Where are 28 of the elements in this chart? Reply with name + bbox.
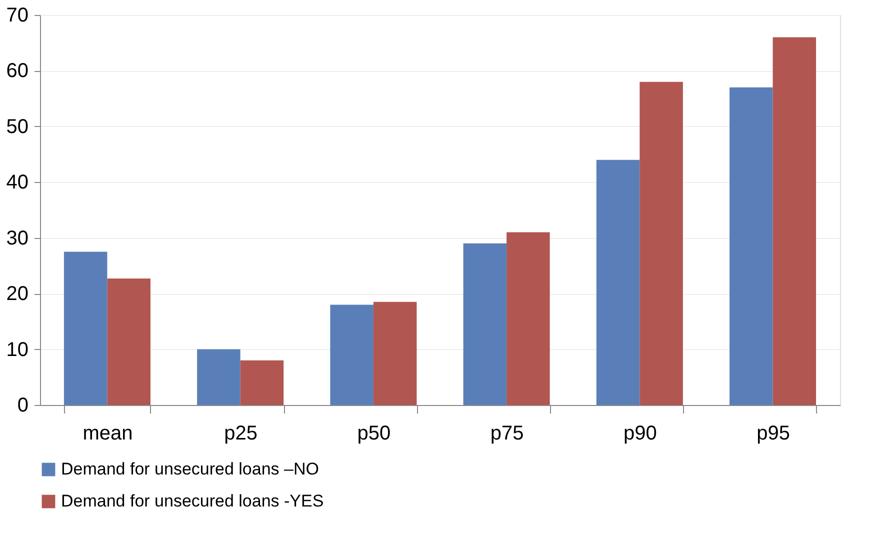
bar [730, 87, 773, 405]
x-tick-label: p75 [490, 422, 524, 444]
bar [640, 82, 683, 405]
bar [772, 37, 816, 405]
y-tick-label: 10 [6, 338, 28, 361]
bar [64, 252, 108, 405]
y-tick-label: 0 [17, 394, 28, 416]
y-tick-label: 20 [6, 283, 28, 306]
bar [240, 360, 284, 405]
y-tick-label: 40 [6, 172, 28, 194]
y-tick-label: 50 [6, 116, 28, 138]
bar [330, 304, 374, 405]
y-tick-label: 70 [6, 4, 28, 26]
bar [596, 160, 640, 405]
x-tick-label: p25 [224, 422, 258, 444]
legend-label: Demand for unsecured loans -YES [61, 492, 324, 510]
bar [197, 349, 240, 405]
x-tick-label: mean [82, 422, 133, 444]
bar [107, 278, 150, 405]
x-tick-label: p95 [756, 422, 790, 444]
bar [463, 243, 507, 405]
y-tick-label: 30 [6, 227, 28, 250]
x-tick-label: p50 [357, 422, 391, 444]
x-tick-label: p90 [623, 422, 657, 444]
y-tick-label: 60 [6, 60, 28, 82]
bar [506, 232, 550, 405]
bar [373, 302, 417, 405]
legend-label: Demand for unsecured loans –NO [61, 460, 319, 478]
